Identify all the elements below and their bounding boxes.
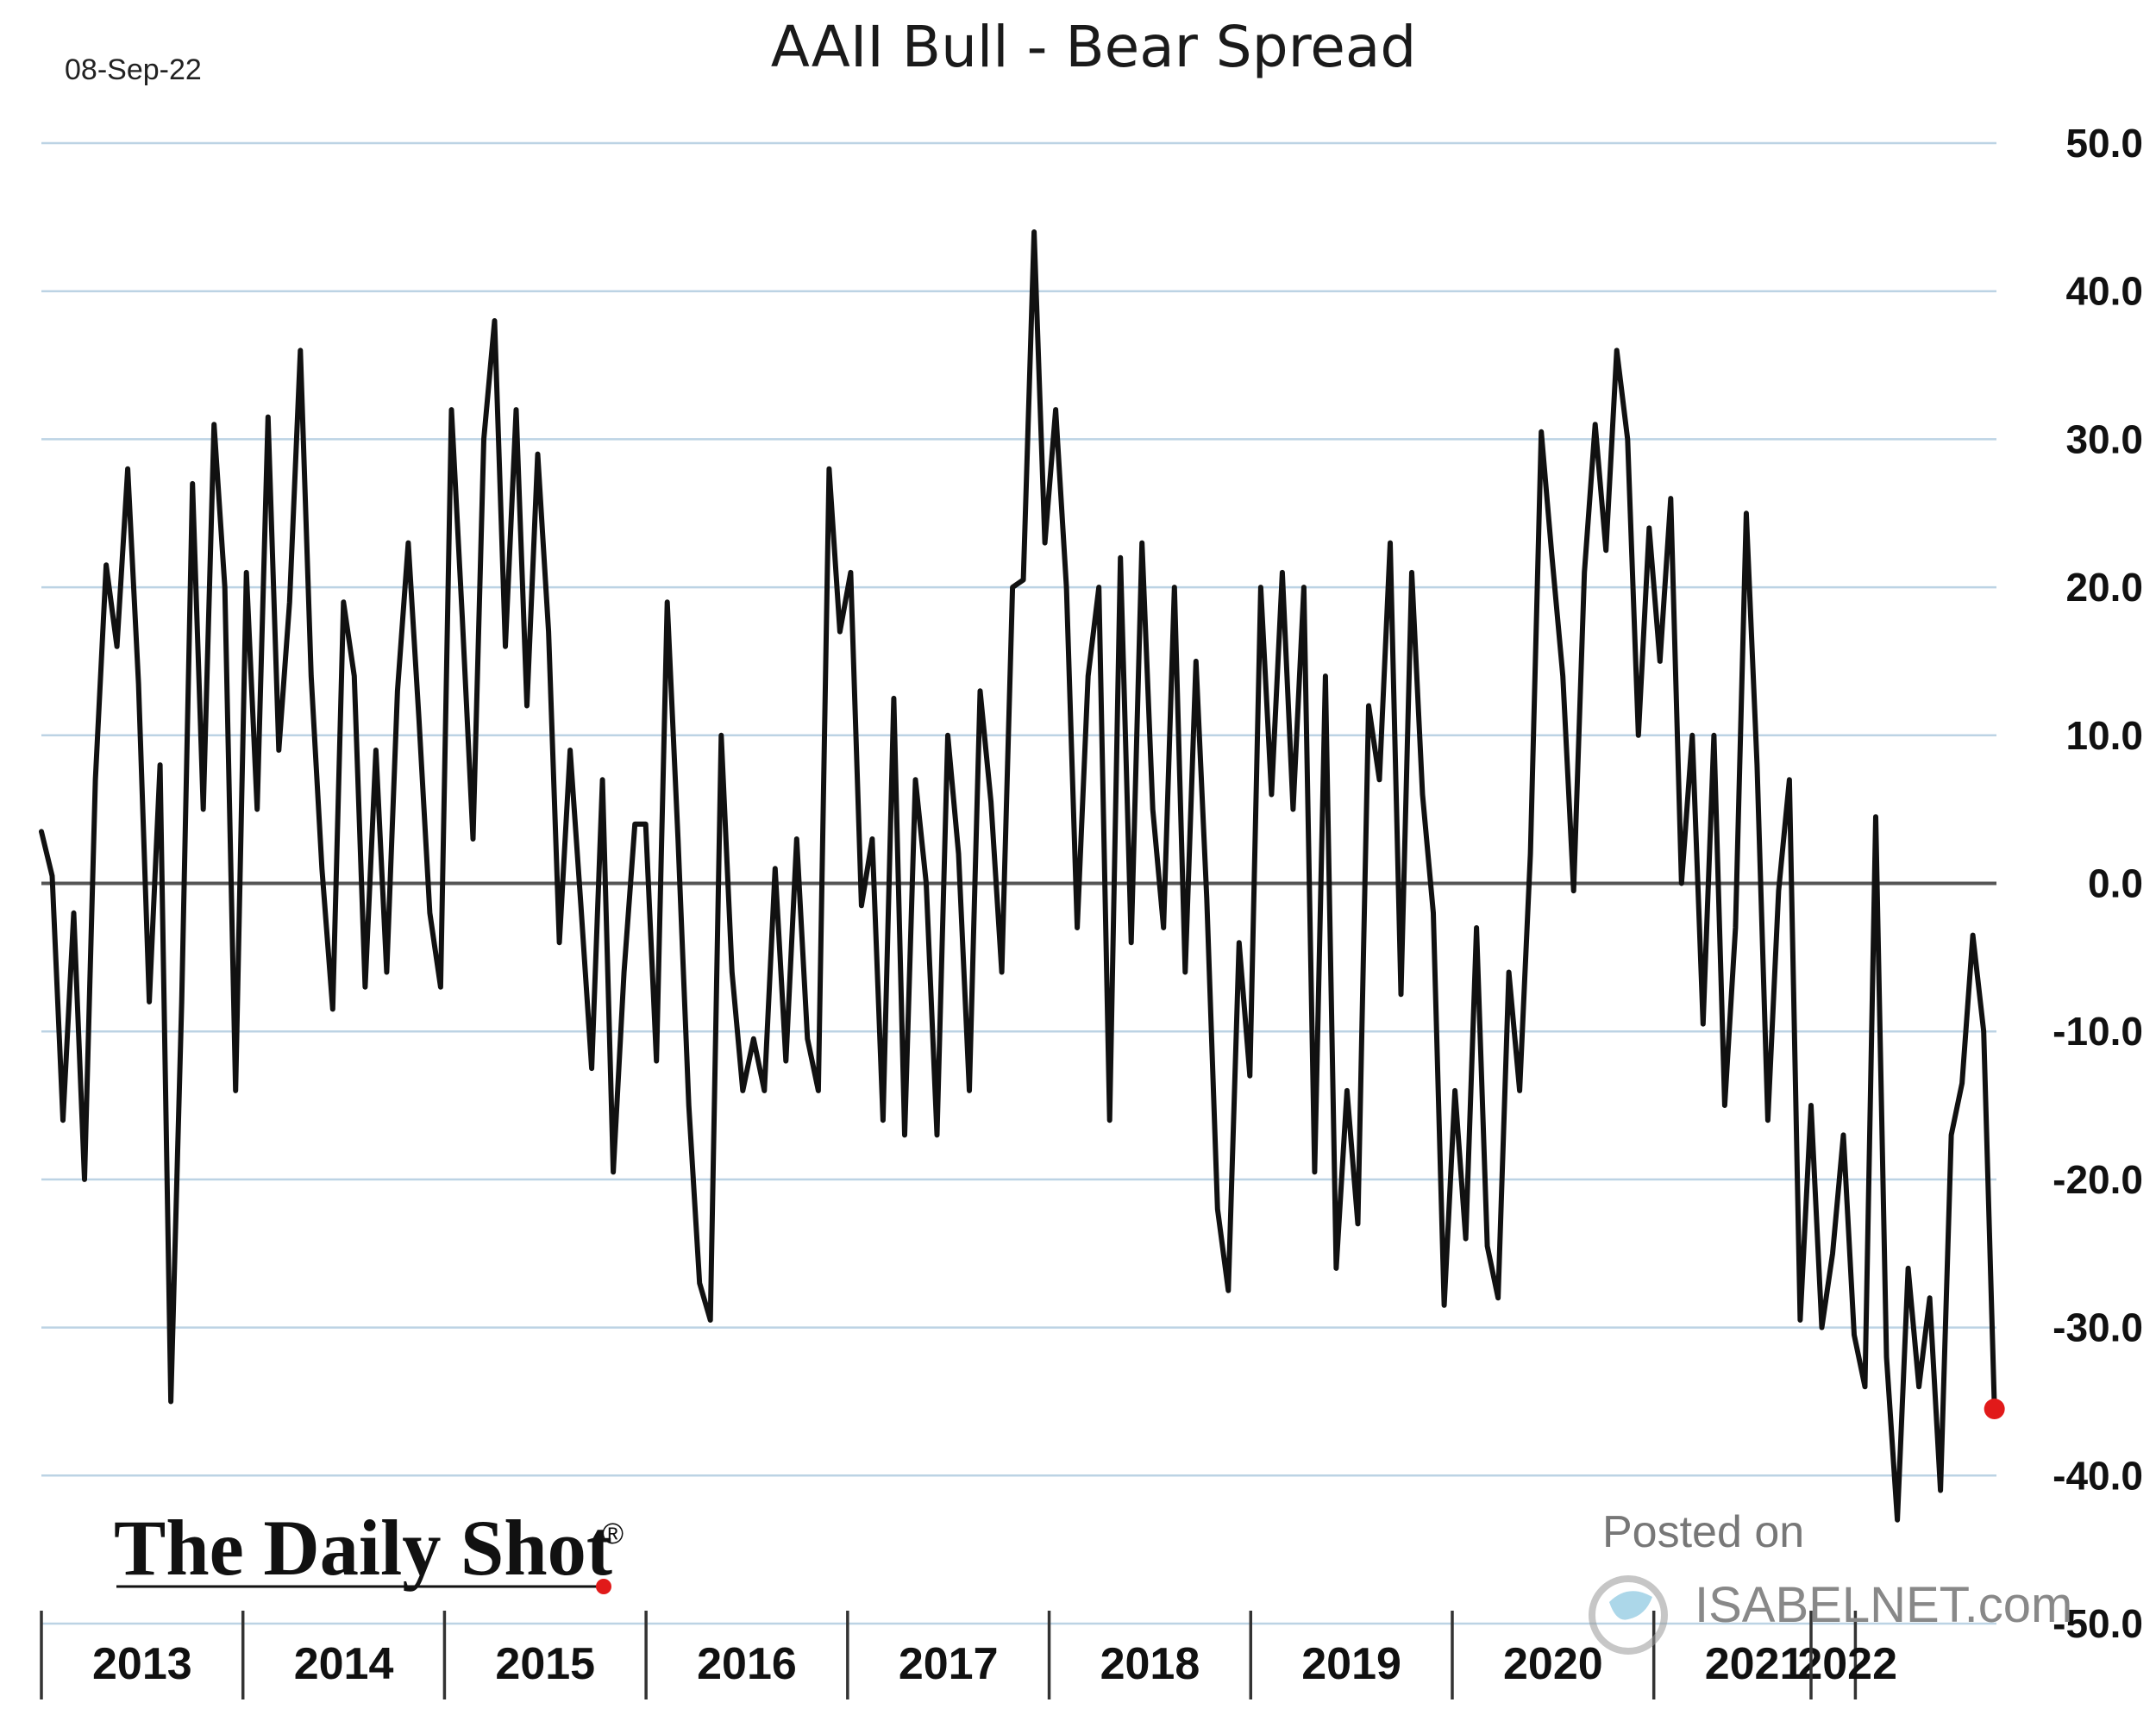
logo-registered-mark: ® (602, 1518, 624, 1550)
x-tick-label: 2016 (697, 1639, 797, 1689)
posted-on-text: Posted on (1602, 1507, 1804, 1557)
x-tick-label: 2015 (495, 1639, 595, 1689)
logo-red-dot (596, 1579, 611, 1594)
y-tick-label: 50.0 (2065, 121, 2143, 166)
x-tick-label: 2021 (1705, 1639, 1805, 1689)
isabelnet-text: ISABELNET.com (1695, 1577, 2072, 1633)
isabelnet-globe-icon (1589, 1575, 1668, 1655)
y-tick-label: -40.0 (2053, 1453, 2143, 1498)
last-value-marker (1984, 1399, 2005, 1420)
x-tick-label: 2022 (1797, 1639, 1897, 1689)
logo-text: The Daily Shot (114, 1504, 612, 1592)
y-tick-label: -10.0 (2053, 1009, 2143, 1054)
y-tick-label: -20.0 (2053, 1157, 2143, 1202)
x-tick-label: 2014 (294, 1639, 394, 1689)
y-tick-label: -50.0 (2053, 1601, 2143, 1646)
chart-title: AAII Bull - Bear Spread (771, 14, 1416, 80)
y-tick-label: 10.0 (2065, 713, 2143, 758)
series-line (39, 229, 1997, 1523)
x-tick-label: 2018 (1100, 1639, 1200, 1689)
isabelnet-watermark: Posted on ISABELNET.com (1589, 1507, 2072, 1655)
gridlines (41, 141, 1996, 1625)
y-tick-label: 30.0 (2065, 416, 2143, 461)
x-tick-label: 2019 (1301, 1639, 1401, 1689)
y-tick-label: 0.0 (2088, 861, 2143, 906)
daily-shot-logo: The Daily Shot ® (114, 1504, 624, 1594)
y-tick-label: -30.0 (2053, 1305, 2143, 1350)
date-label: 08-Sep-22 (65, 53, 202, 86)
y-tick-label: 40.0 (2065, 269, 2143, 314)
x-tick-label: 2013 (92, 1639, 192, 1689)
x-tick-label: 2017 (899, 1639, 999, 1689)
series-layer (39, 229, 2005, 1523)
y-axis-ticks: 50.0 40.0 30.0 20.0 10.0 0.0 -10.0 -20.0 -30.0 -4… (2053, 121, 2143, 1646)
y-tick-label: 20.0 (2065, 565, 2143, 610)
x-tick-label: 2020 (1503, 1639, 1603, 1689)
